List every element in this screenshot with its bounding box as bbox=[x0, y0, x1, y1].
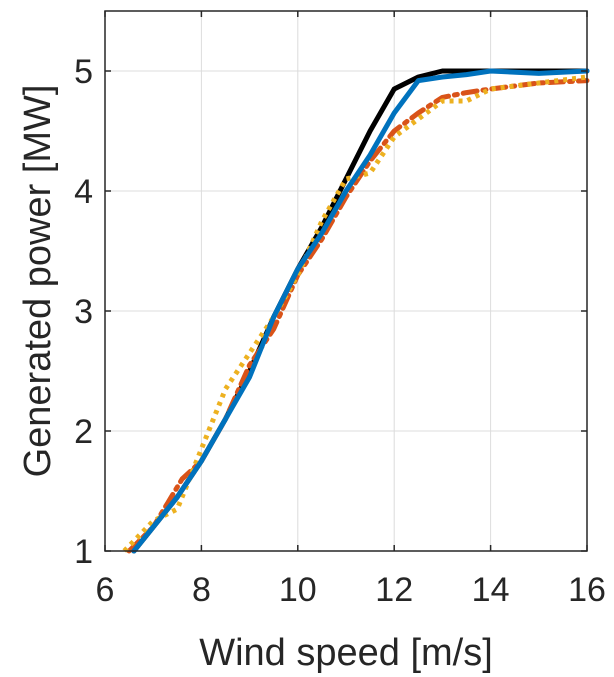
x-tick-label: 6 bbox=[96, 571, 115, 609]
x-tick-label: 16 bbox=[568, 571, 606, 609]
y-tick-label: 4 bbox=[74, 173, 93, 211]
y-tick-label: 5 bbox=[74, 53, 93, 91]
y-tick-label: 3 bbox=[74, 293, 93, 331]
y-tick-labels: 1 2 3 4 5 bbox=[74, 53, 93, 571]
y-tick-label: 1 bbox=[74, 533, 93, 571]
series-line-2 bbox=[126, 78, 590, 554]
x-tick-labels: 6 8 10 12 14 16 bbox=[96, 571, 606, 609]
series-line-4 bbox=[131, 68, 590, 554]
x-axis-title: Wind speed [m/s] bbox=[199, 632, 493, 674]
ticks bbox=[104, 11, 588, 552]
x-tick-label: 10 bbox=[279, 571, 317, 609]
x-tick-label: 14 bbox=[472, 571, 510, 609]
x-tick-label: 12 bbox=[375, 571, 413, 609]
plot-area-background bbox=[105, 11, 587, 551]
x-tick-label: 8 bbox=[192, 571, 211, 609]
y-axis-title: Generated power [MW] bbox=[17, 85, 59, 478]
series-layer bbox=[122, 68, 590, 554]
plot-frame bbox=[104, 10, 588, 552]
series-line-3 bbox=[122, 74, 588, 553]
y-tick-label: 2 bbox=[74, 413, 93, 451]
